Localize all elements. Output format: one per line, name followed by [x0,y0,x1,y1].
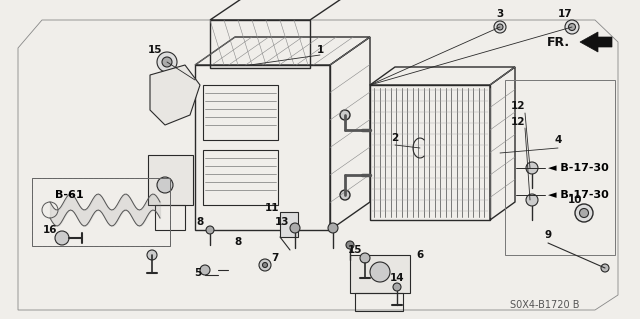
Bar [350,255,410,293]
Text: 2: 2 [392,133,399,143]
Bar [280,212,298,237]
Bar [32,178,170,246]
Bar [195,65,330,230]
Bar [210,20,310,68]
Text: 1: 1 [316,45,324,55]
Circle shape [526,194,538,206]
Circle shape [370,262,390,282]
Bar [505,80,615,255]
Text: 17: 17 [557,9,572,19]
Circle shape [346,241,354,249]
Text: 12: 12 [511,117,525,127]
Circle shape [360,253,370,263]
Circle shape [575,204,593,222]
Bar [370,85,490,220]
Text: 12: 12 [511,101,525,111]
Text: 15: 15 [148,45,163,55]
Text: 16: 16 [43,225,57,235]
Circle shape [393,283,401,291]
Polygon shape [150,65,200,125]
Circle shape [206,226,214,234]
Circle shape [568,24,575,31]
Circle shape [290,223,300,233]
Text: S0X4-B1720 B: S0X4-B1720 B [511,300,580,310]
Text: B-61: B-61 [55,190,84,200]
Bar [203,150,278,205]
Circle shape [601,264,609,272]
Text: 3: 3 [497,9,504,19]
Circle shape [162,57,172,67]
Bar [355,293,403,311]
Circle shape [200,265,210,275]
Circle shape [497,24,503,30]
Text: FR.: FR. [547,35,570,48]
Text: 8: 8 [234,237,242,247]
Circle shape [259,259,271,271]
Circle shape [157,52,177,72]
Text: ◄ B-17-30: ◄ B-17-30 [548,163,609,173]
Text: 5: 5 [195,268,202,278]
Circle shape [526,162,538,174]
Circle shape [147,250,157,260]
Circle shape [157,177,173,193]
Text: 14: 14 [390,273,404,283]
Text: ◄ B-17-30: ◄ B-17-30 [548,190,609,200]
Text: 15: 15 [348,245,362,255]
Text: 6: 6 [417,250,424,260]
Circle shape [494,21,506,33]
Polygon shape [580,32,612,52]
Bar [32,178,170,246]
Text: 11: 11 [265,203,279,213]
Text: 4: 4 [554,135,562,145]
Text: 13: 13 [275,217,289,227]
Circle shape [340,190,350,200]
Text: 7: 7 [271,253,278,263]
Bar [148,155,193,205]
Circle shape [565,20,579,34]
Text: 9: 9 [545,230,552,240]
Circle shape [328,223,338,233]
Bar [155,205,185,230]
Circle shape [262,263,268,268]
Text: 8: 8 [196,217,204,227]
Bar [203,85,278,140]
Circle shape [340,110,350,120]
Circle shape [579,209,589,218]
Circle shape [55,231,69,245]
Text: 10: 10 [568,195,582,205]
